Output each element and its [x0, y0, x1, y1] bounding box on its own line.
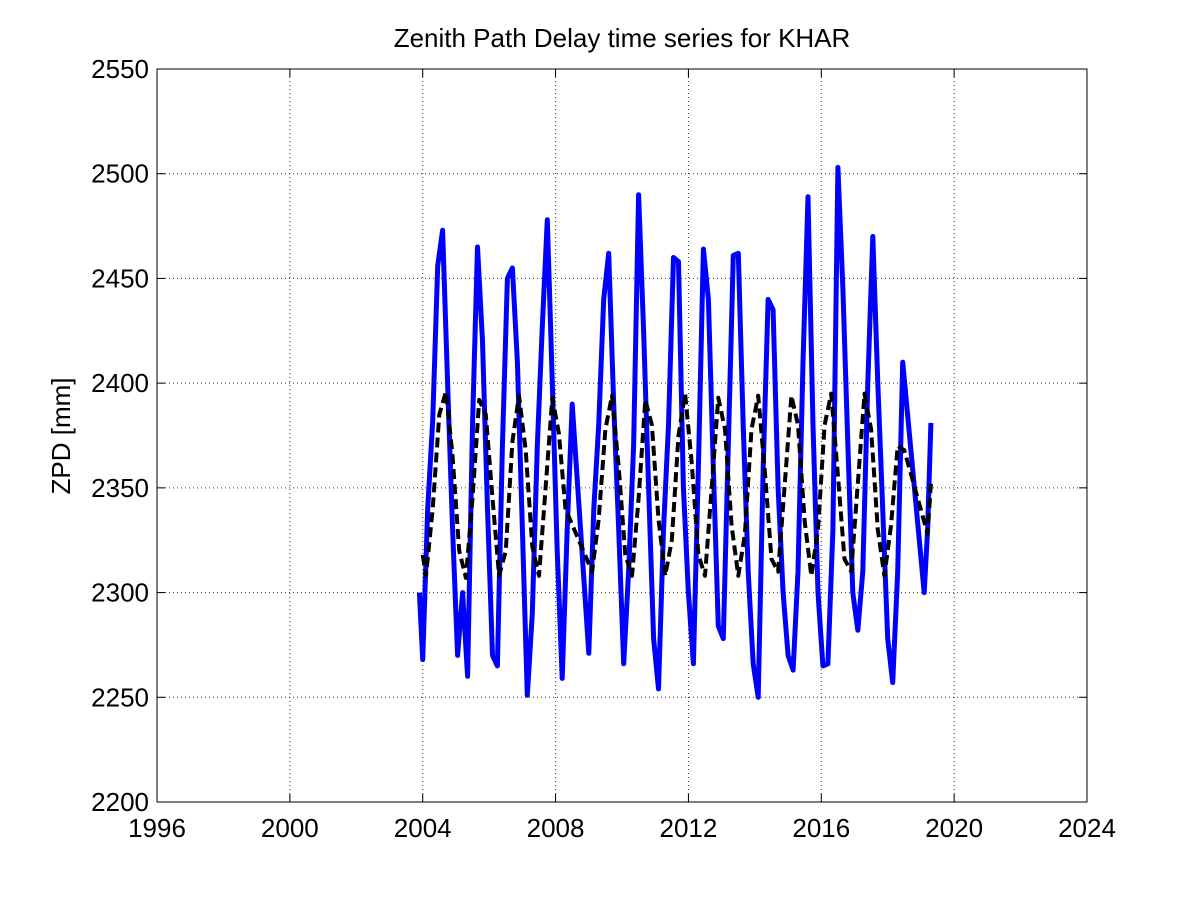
- y-tick-label: 2400: [91, 368, 149, 398]
- tick-labels: 1996 2000 2004 2008 2012 2016 2020 2024 2200 2250…: [91, 54, 1116, 843]
- y-tick-label: 2350: [91, 473, 149, 503]
- chart-title: Zenith Path Delay time series for KHAR: [394, 23, 851, 53]
- plot-area: [416, 164, 934, 700]
- x-tick-label: 2000: [261, 813, 319, 843]
- y-tick-label: 2200: [91, 787, 149, 817]
- y-axis-label: ZPD [mm]: [46, 378, 76, 495]
- x-tick-label: 2024: [1058, 813, 1116, 843]
- x-tick-label: 1996: [128, 813, 186, 843]
- y-tick-label: 2250: [91, 682, 149, 712]
- axes: [156, 68, 1088, 803]
- y-tick-label: 2550: [91, 54, 149, 84]
- x-tick-label: 2008: [527, 813, 585, 843]
- seasonal-fit-line: [420, 389, 933, 580]
- x-tick-label: 2016: [792, 813, 850, 843]
- y-tick-label: 2300: [91, 578, 149, 608]
- x-tick-label: 2004: [394, 813, 452, 843]
- zpd-series-line: [416, 164, 934, 700]
- x-tick-label: 2012: [660, 813, 718, 843]
- y-tick-label: 2450: [91, 263, 149, 293]
- x-tick-label: 2020: [925, 813, 983, 843]
- axes-box: [156, 68, 1088, 803]
- y-tick-label: 2500: [91, 159, 149, 189]
